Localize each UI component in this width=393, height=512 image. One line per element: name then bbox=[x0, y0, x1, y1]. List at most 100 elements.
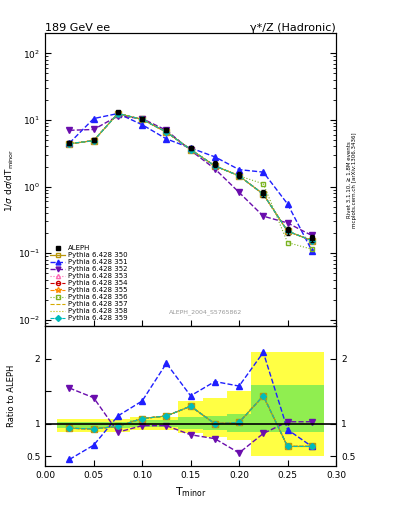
Pythia 6.428 355 bbox=[140, 116, 145, 122]
Pythia 6.428 351 bbox=[91, 116, 96, 122]
Line: Pythia 6.428 350: Pythia 6.428 350 bbox=[67, 111, 314, 243]
Pythia 6.428 350 bbox=[285, 228, 290, 234]
Pythia 6.428 358 bbox=[140, 116, 145, 122]
Pythia 6.428 358 bbox=[237, 173, 241, 179]
Pythia 6.428 352 bbox=[164, 127, 169, 133]
Pythia 6.428 359 bbox=[237, 173, 241, 179]
Pythia 6.428 355 bbox=[67, 141, 72, 147]
Pythia 6.428 352 bbox=[140, 116, 145, 122]
Pythia 6.428 356 bbox=[285, 240, 290, 246]
Pythia 6.428 350 bbox=[91, 138, 96, 144]
Pythia 6.428 356 bbox=[261, 181, 266, 187]
Pythia 6.428 353 bbox=[140, 116, 145, 122]
Pythia 6.428 354 bbox=[285, 228, 290, 234]
Line: Pythia 6.428 356: Pythia 6.428 356 bbox=[67, 112, 314, 251]
Pythia 6.428 351 bbox=[285, 201, 290, 207]
Pythia 6.428 354 bbox=[140, 116, 145, 122]
Pythia 6.428 350 bbox=[261, 191, 266, 197]
Legend: ALEPH, Pythia 6.428 350, Pythia 6.428 351, Pythia 6.428 352, Pythia 6.428 353, P: ALEPH, Pythia 6.428 350, Pythia 6.428 35… bbox=[49, 244, 129, 323]
Pythia 6.428 351 bbox=[261, 169, 266, 175]
Pythia 6.428 353 bbox=[188, 146, 193, 153]
Pythia 6.428 358 bbox=[67, 141, 72, 147]
Pythia 6.428 351 bbox=[309, 247, 314, 253]
Pythia 6.428 357 bbox=[67, 141, 72, 147]
Line: Pythia 6.428 355: Pythia 6.428 355 bbox=[67, 111, 314, 243]
Pythia 6.428 355 bbox=[91, 138, 96, 144]
Pythia 6.428 356 bbox=[213, 163, 217, 169]
Pythia 6.428 358 bbox=[261, 191, 266, 197]
Line: Pythia 6.428 359: Pythia 6.428 359 bbox=[67, 112, 314, 243]
Pythia 6.428 356 bbox=[309, 246, 314, 252]
Pythia 6.428 352 bbox=[67, 127, 72, 133]
Pythia 6.428 354 bbox=[213, 163, 217, 169]
Pythia 6.428 354 bbox=[67, 141, 72, 147]
Pythia 6.428 351 bbox=[140, 122, 145, 128]
Text: ALEPH_2004_S5765862: ALEPH_2004_S5765862 bbox=[169, 309, 242, 315]
Pythia 6.428 354 bbox=[164, 129, 169, 135]
Pythia 6.428 353 bbox=[237, 173, 241, 179]
Pythia 6.428 359 bbox=[309, 238, 314, 244]
Pythia 6.428 354 bbox=[309, 238, 314, 244]
Pythia 6.428 352 bbox=[213, 166, 217, 172]
Pythia 6.428 356 bbox=[188, 146, 193, 153]
Pythia 6.428 356 bbox=[116, 111, 120, 117]
Pythia 6.428 353 bbox=[91, 138, 96, 144]
Pythia 6.428 359 bbox=[67, 141, 72, 147]
Text: 189 GeV ee: 189 GeV ee bbox=[45, 23, 110, 32]
Pythia 6.428 355 bbox=[261, 191, 266, 197]
Line: Pythia 6.428 354: Pythia 6.428 354 bbox=[67, 112, 314, 243]
Pythia 6.428 353 bbox=[285, 228, 290, 234]
Pythia 6.428 357 bbox=[164, 129, 169, 135]
Pythia 6.428 353 bbox=[164, 129, 169, 135]
Pythia 6.428 357 bbox=[285, 228, 290, 234]
Pythia 6.428 357 bbox=[261, 191, 266, 197]
Pythia 6.428 359 bbox=[188, 146, 193, 153]
Pythia 6.428 356 bbox=[67, 141, 72, 147]
Pythia 6.428 359 bbox=[213, 163, 217, 169]
Pythia 6.428 353 bbox=[67, 141, 72, 147]
Pythia 6.428 356 bbox=[164, 129, 169, 135]
Pythia 6.428 358 bbox=[309, 238, 314, 244]
Pythia 6.428 359 bbox=[91, 138, 96, 144]
Pythia 6.428 355 bbox=[309, 238, 314, 244]
Pythia 6.428 359 bbox=[164, 129, 169, 135]
Pythia 6.428 358 bbox=[91, 138, 96, 144]
Pythia 6.428 350 bbox=[309, 238, 314, 244]
Pythia 6.428 353 bbox=[309, 238, 314, 244]
Pythia 6.428 357 bbox=[213, 163, 217, 169]
Pythia 6.428 358 bbox=[188, 146, 193, 153]
Pythia 6.428 355 bbox=[237, 173, 241, 179]
Pythia 6.428 357 bbox=[309, 238, 314, 244]
Pythia 6.428 352 bbox=[116, 113, 120, 119]
Pythia 6.428 357 bbox=[237, 173, 241, 179]
Line: Pythia 6.428 351: Pythia 6.428 351 bbox=[67, 111, 314, 253]
Pythia 6.428 350 bbox=[164, 129, 169, 135]
Pythia 6.428 350 bbox=[116, 111, 120, 117]
Pythia 6.428 354 bbox=[237, 173, 241, 179]
Pythia 6.428 352 bbox=[237, 189, 241, 196]
Pythia 6.428 358 bbox=[285, 228, 290, 234]
Pythia 6.428 350 bbox=[140, 116, 145, 122]
Y-axis label: Rivet 3.1.10, ≥ 1.8M events
mcplots.cern.ch [arXiv:1306.3436]: Rivet 3.1.10, ≥ 1.8M events mcplots.cern… bbox=[346, 132, 357, 228]
Pythia 6.428 352 bbox=[188, 147, 193, 154]
Pythia 6.428 358 bbox=[213, 163, 217, 169]
Pythia 6.428 354 bbox=[91, 138, 96, 144]
Pythia 6.428 353 bbox=[261, 191, 266, 197]
Pythia 6.428 359 bbox=[116, 111, 120, 117]
Pythia 6.428 359 bbox=[140, 116, 145, 122]
Y-axis label: Ratio to ALEPH: Ratio to ALEPH bbox=[7, 365, 16, 428]
Pythia 6.428 352 bbox=[91, 126, 96, 133]
Pythia 6.428 355 bbox=[285, 228, 290, 234]
Pythia 6.428 352 bbox=[261, 213, 266, 219]
Pythia 6.428 350 bbox=[188, 146, 193, 153]
Pythia 6.428 351 bbox=[213, 154, 217, 160]
X-axis label: T$_{\rm minor}$: T$_{\rm minor}$ bbox=[175, 485, 206, 499]
Pythia 6.428 359 bbox=[285, 228, 290, 234]
Text: γ*/Z (Hadronic): γ*/Z (Hadronic) bbox=[250, 23, 336, 32]
Pythia 6.428 354 bbox=[188, 146, 193, 153]
Pythia 6.428 354 bbox=[116, 111, 120, 117]
Pythia 6.428 357 bbox=[91, 138, 96, 144]
Pythia 6.428 356 bbox=[140, 116, 145, 122]
Line: Pythia 6.428 352: Pythia 6.428 352 bbox=[67, 113, 314, 238]
Pythia 6.428 358 bbox=[116, 111, 120, 117]
